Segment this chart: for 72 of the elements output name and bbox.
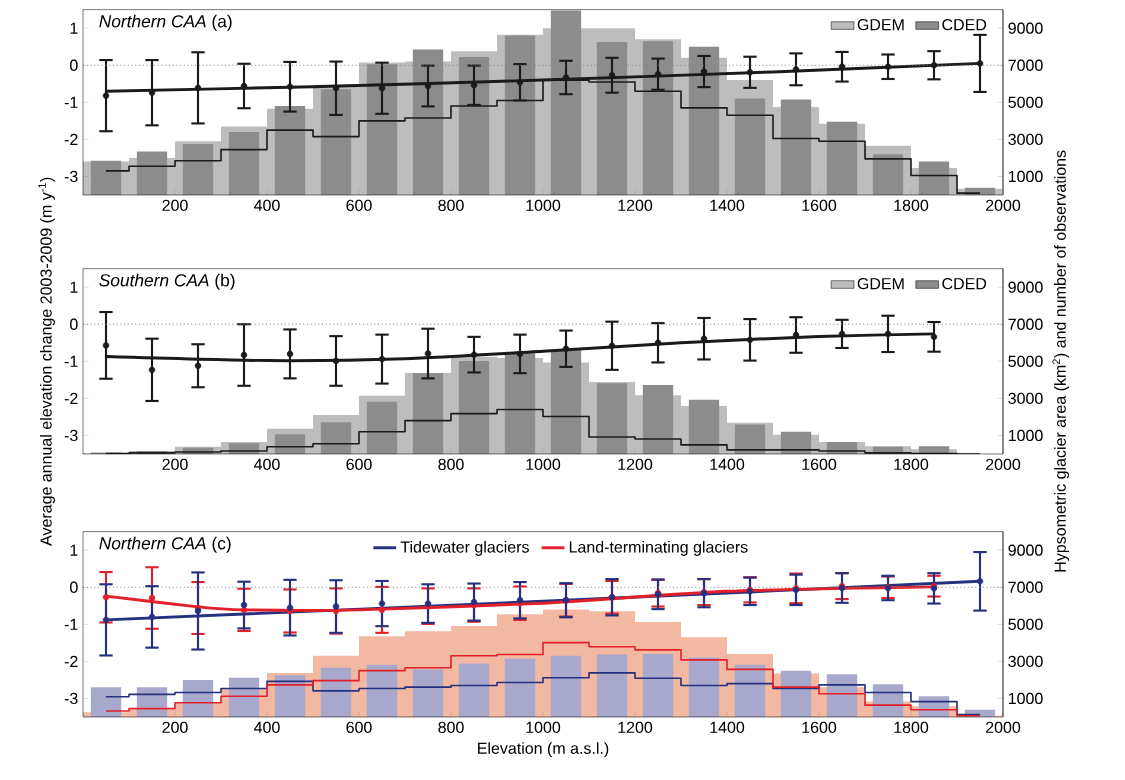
chart-title: Northern CAA (c) <box>99 536 231 553</box>
y-tick-label: -1 <box>64 96 78 108</box>
y-tick-label: -3 <box>64 692 78 705</box>
y2-tick-label: 5000 <box>1008 96 1043 108</box>
x-tick-label: 600 <box>346 458 372 471</box>
x-tick-label: 2000 <box>986 721 1021 734</box>
x-tick-label: 200 <box>162 458 188 471</box>
y-tick-label: -2 <box>64 655 78 667</box>
y-tick-label: -2 <box>64 133 78 145</box>
x-tick-label: 800 <box>438 199 464 212</box>
x-tick-label: 400 <box>254 721 280 734</box>
chart-title: Southern CAA (b) <box>99 273 235 290</box>
y2-tick-label: 7000 <box>1008 318 1043 330</box>
x-tick-label: 1600 <box>802 458 837 471</box>
x-tick-label: 800 <box>438 721 464 734</box>
y-tick-label: 0 <box>70 581 78 593</box>
x-tick-label: 200 <box>162 721 188 734</box>
x-tick-label: 600 <box>346 199 372 212</box>
x-tick-label: 2000 <box>986 458 1021 471</box>
y-tick-label: 1 <box>70 544 78 556</box>
x-tick-label: 600 <box>346 721 372 734</box>
y2-tick-label: 9000 <box>1008 544 1043 556</box>
y2-axis-title: Hypsometric glacier area (km$^{2}$) and number of observations <box>1052 150 1070 572</box>
x-tick-label: 400 <box>254 199 280 212</box>
legend-label: CDED <box>942 277 987 290</box>
x-tick-label: 1600 <box>802 721 837 734</box>
y-tick-label: 0 <box>70 318 78 330</box>
y2-tick-label: 1000 <box>1008 170 1043 183</box>
y-tick-label: -1 <box>64 618 78 630</box>
y-tick-label: 1 <box>70 22 78 34</box>
x-tick-label: 2000 <box>986 199 1021 212</box>
y2-tick-label: 3000 <box>1008 133 1043 146</box>
y2-tick-label: 3000 <box>1008 655 1043 668</box>
y2-tick-label: 1000 <box>1008 692 1043 705</box>
y-tick-label: -2 <box>64 392 78 404</box>
x-tick-label: 200 <box>162 199 188 212</box>
x-tick-label: 1000 <box>526 721 561 734</box>
y2-tick-label: 5000 <box>1008 355 1043 367</box>
y-tick-label: -1 <box>64 355 78 367</box>
x-tick-label: 1800 <box>894 199 929 212</box>
x-tick-label: 1000 <box>526 199 561 212</box>
y2-tick-label: 9000 <box>1008 281 1043 293</box>
legend-label: GDEM <box>857 18 904 31</box>
x-tick-label: 1400 <box>710 458 745 471</box>
legend-label: CDED <box>942 18 987 31</box>
x-tick-label: 1600 <box>802 199 837 212</box>
y2-tick-label: 9000 <box>1008 22 1043 34</box>
x-axis-title: Elevation (m a.s.l.) <box>478 742 609 758</box>
x-tick-label: 1800 <box>894 458 929 471</box>
y-tick-label: -3 <box>64 429 78 442</box>
legend-label: Land-terminating glaciers <box>569 540 748 556</box>
y2-tick-label: 3000 <box>1008 392 1043 405</box>
x-tick-label: 1200 <box>618 458 653 471</box>
y2-tick-label: 7000 <box>1008 59 1043 71</box>
x-tick-label: 400 <box>254 458 280 471</box>
x-tick-label: 1400 <box>710 199 745 212</box>
legend-label: GDEM <box>857 277 904 290</box>
y2-tick-label: 1000 <box>1008 429 1043 442</box>
legend-label: Tidewater glaciers <box>400 540 529 556</box>
y2-tick-label: 5000 <box>1008 618 1043 630</box>
x-tick-label: 1000 <box>526 458 561 471</box>
x-tick-label: 800 <box>438 458 464 471</box>
x-tick-label: 1400 <box>710 721 745 734</box>
y-axis-title: Average annual elevation change 2003-2009 (m y$^{-1}$) <box>38 177 55 546</box>
y-tick-label: 1 <box>70 281 78 293</box>
chart-title: Northern CAA (a) <box>99 14 232 31</box>
x-tick-label: 1200 <box>618 721 653 734</box>
y-tick-label: 0 <box>70 59 78 71</box>
y2-tick-label: 7000 <box>1008 581 1043 593</box>
y-tick-label: -3 <box>64 170 78 183</box>
x-tick-label: 1800 <box>894 721 929 734</box>
x-tick-label: 1200 <box>618 199 653 212</box>
